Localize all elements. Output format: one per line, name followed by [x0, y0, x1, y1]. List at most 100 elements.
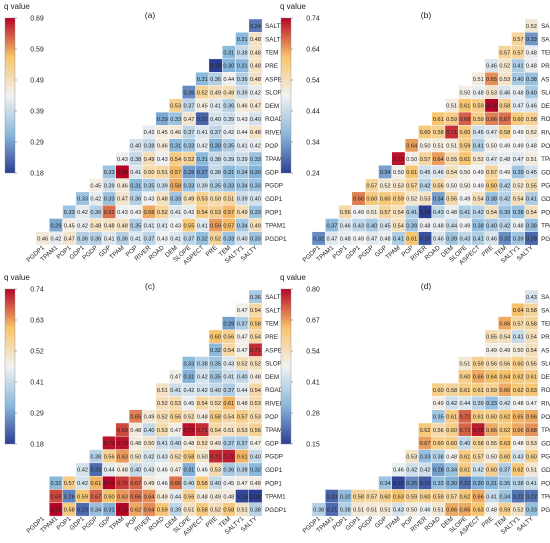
- row-label: SALTY: [541, 294, 550, 301]
- cell-value-label: 0.50: [130, 454, 141, 460]
- cell-value-label: 0.41: [104, 237, 115, 243]
- cell-value-label: 0.60: [380, 494, 391, 500]
- cell-value-label: 0.39: [170, 508, 181, 514]
- cell-value-label: 0.53: [250, 414, 261, 420]
- cell-value-label: 0.57: [380, 210, 391, 216]
- row-label: GDP1: [265, 467, 283, 474]
- cell-value-label: 0.41: [197, 130, 208, 136]
- cell-value-label: 0.42: [473, 210, 484, 216]
- cell-value-label: 0.52: [250, 361, 261, 367]
- cell-value-label: 0.50: [460, 90, 471, 96]
- cell-value-label: 0.63: [117, 494, 128, 500]
- cell-value-label: 0.60: [366, 197, 377, 203]
- colorbar-tick-label: 0.74: [306, 16, 320, 23]
- cell-value-label: 0.48: [513, 90, 524, 96]
- row-label: POP: [265, 143, 278, 150]
- cell-value-label: 0.41: [526, 481, 537, 487]
- cell-value-label: 0.66: [499, 321, 510, 327]
- cell-value-label: 0.52: [170, 454, 181, 460]
- cell-value-label: 0.41: [473, 237, 484, 243]
- cell-value-label: 0.47: [250, 104, 261, 110]
- cell-value-label: 0.71: [197, 428, 208, 434]
- cell-value-label: 0.66: [473, 494, 484, 500]
- cell-value-label: 0.41: [210, 104, 221, 110]
- cell-value-label: 0.56: [170, 414, 181, 420]
- cell-value-label: 0.39: [446, 237, 457, 243]
- row-label: GDP1: [541, 196, 550, 203]
- row-label: PRE: [265, 334, 278, 341]
- colorbar-tick-label: 0.41: [306, 380, 320, 387]
- cell-value-label: 0.66: [486, 428, 497, 434]
- cell-value-label: 0.53: [237, 428, 248, 434]
- cell-value-label: 0.39: [223, 117, 234, 123]
- row-label: POP1: [541, 480, 550, 487]
- column-label: TPAM: [108, 244, 125, 261]
- cell-value-label: 0.55: [486, 335, 497, 341]
- column-label: ROAD: [147, 244, 166, 262]
- cell-value-label: 0.43: [513, 454, 524, 460]
- cell-value-label: 0.64: [406, 143, 417, 149]
- colorbar-tick-label: 0.64: [306, 47, 320, 54]
- cell-value-label: 0.34: [237, 223, 248, 229]
- cell-value-label: 0.51: [366, 210, 377, 216]
- cell-value-label: 0.66: [460, 508, 471, 514]
- cell-value-label: 0.46: [157, 468, 168, 474]
- cell-value-label: 0.42: [499, 223, 510, 229]
- cell-value-label: 0.72: [460, 414, 471, 420]
- cell-value-label: 0.49: [499, 170, 510, 176]
- cell-value-label: 0.40: [250, 454, 261, 460]
- cell-value-label: 0.48: [197, 494, 208, 500]
- cell-value-label: 0.18: [250, 494, 261, 500]
- cell-value-label: 0.53: [393, 183, 404, 189]
- cell-value-label: 0.66: [170, 481, 181, 487]
- cell-value-label: 0.32: [197, 237, 208, 243]
- cell-value-label: 0.47: [486, 130, 497, 136]
- cell-value-label: 0.54: [486, 210, 497, 216]
- cell-value-label: 0.22: [513, 494, 524, 500]
- cell-value-label: 0.42: [77, 481, 88, 487]
- cell-value-label: 0.37: [184, 237, 195, 243]
- cell-value-label: 0.49: [210, 494, 221, 500]
- cell-value-label: 0.33: [170, 117, 181, 123]
- cell-value-label: 0.33: [250, 157, 261, 163]
- cell-value-label: 0.54: [526, 210, 537, 216]
- row-label: SALTY1: [265, 307, 288, 314]
- cell-value-label: 0.48: [117, 468, 128, 474]
- cell-value-label: 0.56: [223, 335, 234, 341]
- cell-value-label: 0.52: [526, 24, 537, 30]
- cell-value-label: 0.48: [526, 50, 537, 56]
- cell-value-label: 0.65: [486, 77, 497, 83]
- cell-value-label: 0.40: [250, 197, 261, 203]
- cell-value-label: 0.57: [223, 210, 234, 216]
- row-label: ROAD: [265, 387, 284, 394]
- cell-value-label: 0.46: [420, 508, 431, 514]
- cell-value-label: 0.40: [130, 468, 141, 474]
- cell-value-label: 0.37: [223, 441, 234, 447]
- colorbar-tick-label: 0.18: [30, 171, 44, 178]
- cell-value-label: 0.48: [197, 414, 208, 420]
- cell-value-label: 0.34: [433, 197, 444, 203]
- colorbar-tick-label: 0.69: [30, 16, 44, 23]
- cell-value-label: 0.39: [104, 183, 115, 189]
- cell-value-label: 0.48: [513, 441, 524, 447]
- cell-value-label: 0.52: [197, 90, 208, 96]
- cell-value-label: 0.58: [526, 308, 537, 314]
- cell-value-label: 0.63: [393, 494, 404, 500]
- cell-value-label: 0.66: [526, 414, 537, 420]
- cell-value-label: 0.50: [393, 170, 404, 176]
- cell-value-label: 0.55: [446, 157, 457, 163]
- row-label: PGDP1: [541, 507, 550, 514]
- cell-value-label: 0.61: [406, 170, 417, 176]
- cell-value-label: 0.72: [460, 428, 471, 434]
- cell-value-label: 0.48: [499, 157, 510, 163]
- cell-value-label: 0.28: [433, 468, 444, 474]
- colorbar-tick-label: 0.52: [30, 349, 44, 356]
- cell-value-label: 0.49: [499, 348, 510, 354]
- cell-value-label: 0.18: [210, 64, 221, 70]
- cell-value-label: 0.73: [393, 157, 404, 163]
- cell-value-label: 0.64: [486, 375, 497, 381]
- cell-value-label: 0.62: [130, 508, 141, 514]
- cell-value-label: 0.51: [460, 361, 471, 367]
- cell-value-label: 0.41: [144, 223, 155, 229]
- cell-value-label: 0.48: [250, 50, 261, 56]
